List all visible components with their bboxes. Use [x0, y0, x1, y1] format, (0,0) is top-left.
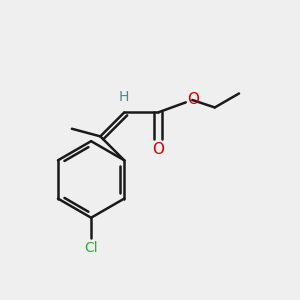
- Text: O: O: [187, 92, 199, 107]
- Text: Cl: Cl: [84, 241, 98, 255]
- Text: O: O: [152, 142, 164, 158]
- Text: H: H: [119, 90, 129, 104]
